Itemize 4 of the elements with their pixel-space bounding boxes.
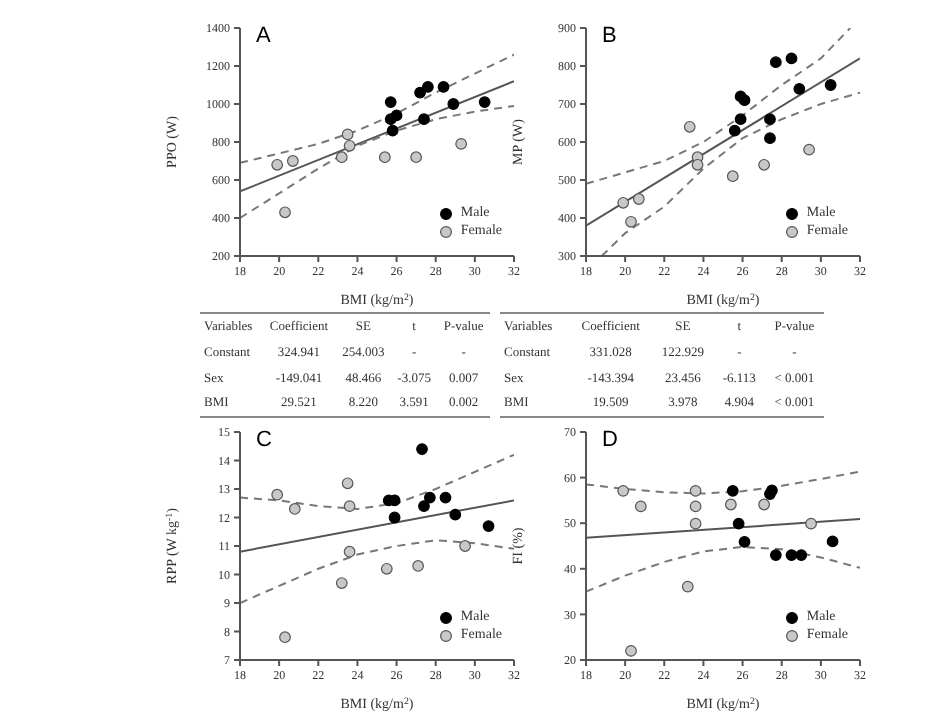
- chart-title: A: [256, 24, 271, 48]
- chart-title: C: [256, 428, 272, 452]
- chart-title: B: [602, 24, 617, 48]
- chart-title: D: [602, 428, 618, 452]
